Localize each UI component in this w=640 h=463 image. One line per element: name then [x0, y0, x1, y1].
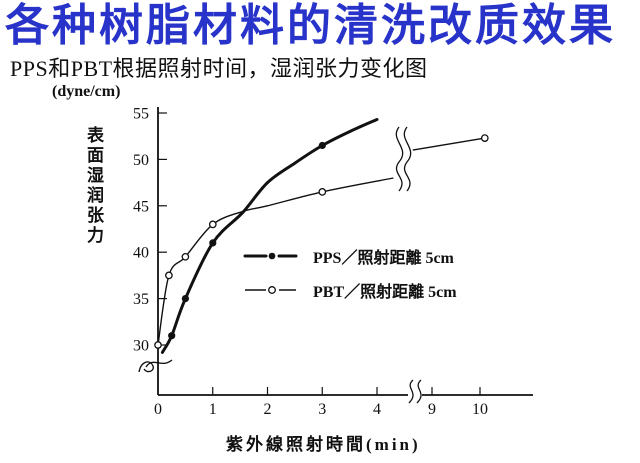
legend-marker-pps [268, 252, 276, 260]
legend-marker-pbt [268, 286, 276, 294]
y-axis-unit-label: (dyne/cm) [52, 83, 121, 100]
y-axis-title: 表面湿润张力 [84, 126, 103, 246]
y-tick-label: 55 [133, 106, 149, 123]
pps-curve [160, 118, 379, 354]
pbt-data-point [154, 341, 162, 349]
pbt-data-point [165, 271, 173, 280]
y-tick-label: 40 [133, 245, 149, 262]
legend-label-pps: PPS／照射距離 5cm [313, 248, 455, 267]
pbt-curve-after-break [412, 137, 485, 151]
pps-data-point [181, 295, 189, 303]
pbt-data-point [208, 220, 217, 229]
y-axis-break-squiggle [145, 359, 173, 368]
curve-break-squiggle [395, 126, 404, 192]
y-tick-label: 35 [133, 291, 149, 308]
x-tick-label: 0 [154, 401, 162, 418]
x-tick-label: 3 [318, 401, 326, 418]
pbt-data-point [318, 188, 327, 196]
x-tick-label: 2 [264, 401, 272, 418]
x-tick-label: 9 [428, 401, 436, 418]
chart-subtitle: PPS和PBT根据照射时间，湿润张力变化图 [10, 56, 428, 81]
y-tick-label: 50 [133, 152, 149, 169]
x-tick-label: 1 [209, 401, 217, 418]
pps-data-point [209, 239, 217, 247]
pps-data-point [318, 141, 326, 150]
legend: PPS／照射距離 5cm PBT／照射距離 5cm [243, 248, 457, 301]
x-tick-label: 4 [373, 401, 381, 418]
x-axis-title: 紫外線照射時間(min) [226, 435, 421, 454]
axes: 30 35 40 45 50 55 0 1 2 3 4 9 10 [133, 106, 533, 418]
pbt-data-point [181, 252, 190, 261]
x-axis-break-squiggle [408, 379, 414, 404]
pbt-data-point [480, 134, 489, 142]
slide-title: 各种树脂材料的清洗改质效果 [5, 1, 616, 50]
y-tick-label: 30 [133, 338, 149, 355]
y-tick-label: 45 [133, 198, 149, 215]
x-axis-break-squiggle [416, 379, 422, 404]
legend-label-pbt: PBT／照射距離 5cm [313, 282, 457, 301]
pps-data-point [168, 332, 176, 340]
y-axis-break-squiggle [138, 361, 154, 373]
x-tick-label: 10 [472, 401, 488, 418]
axis-break-marks [138, 126, 422, 404]
curve-break-squiggle [403, 126, 412, 192]
data-series [154, 118, 489, 354]
